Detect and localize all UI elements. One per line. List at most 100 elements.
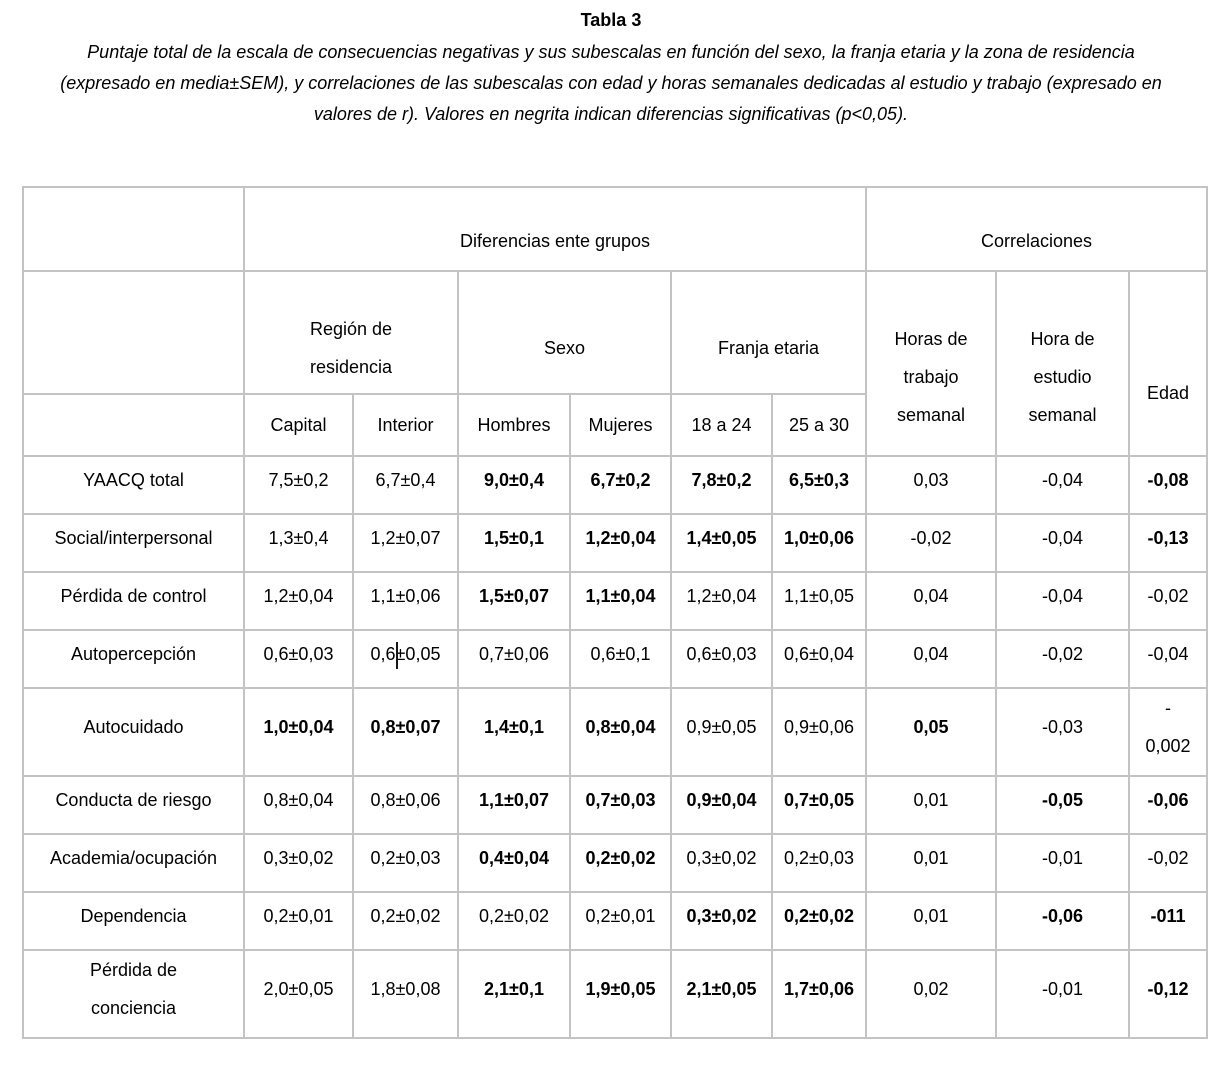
cell-dependencia-mujeres: 0,2±0,01 <box>569 891 672 951</box>
cell-social-interpersonal-interior: 1,2±0,07 <box>352 513 459 573</box>
table-body: YAACQ total 7,5±0,2 6,7±0,4 9,0±0,4 6,7±0,2 7… <box>22 455 1209 1039</box>
cell-social-interpersonal-capital: 1,3±0,4 <box>243 513 354 573</box>
table-row-perdida-de-conciencia: Pérdida de conciencia 2,0±0,05 1,8±0,08 2,1… <box>22 949 1209 1039</box>
cell-dependencia-horas-trabajo: 0,01 <box>865 891 998 951</box>
caption-line: (expresado en media±SEM), y correlacione… <box>60 73 1162 93</box>
cell-autocuidado-25-a-30: 0,9±0,06 <box>770 687 868 777</box>
cell-yaacq-total-interior: 6,7±0,4 <box>352 455 459 515</box>
cell-dependencia-25-a-30: 0,2±0,02 <box>770 891 868 951</box>
cell-conducta-de-riesgo-hombres: 1,1±0,07 <box>457 775 571 835</box>
cell-conducta-de-riesgo-18-a-24: 0,9±0,04 <box>670 775 773 835</box>
cell-perdida-de-control-mujeres: 1,1±0,04 <box>569 571 672 631</box>
header-subgroup-row: Región de residencia Sexo Franja etaria … <box>22 270 1209 457</box>
cell-conducta-de-riesgo-edad: -0,06 <box>1128 775 1209 835</box>
cell-academia-ocupacion-hombres: 0,4±0,04 <box>457 833 571 893</box>
cell-autopercepcion-hora-estudio: -0,02 <box>995 629 1131 689</box>
row-label-perdida-de-control: Pérdida de control <box>22 571 245 631</box>
cell-perdida-de-conciencia-capital: 2,0±0,05 <box>243 949 354 1039</box>
header-empty-cell <box>22 270 245 395</box>
table-title: Tabla 3 <box>580 10 642 30</box>
header-empty-cell <box>22 186 245 272</box>
cell-autocuidado-horas-trabajo: 0,05 <box>865 687 998 777</box>
cell-autopercepcion-interior: 0,6±0,05 <box>352 629 459 689</box>
header-correlaciones: Correlaciones <box>865 186 1209 272</box>
cell-dependencia-hora-estudio: -0,06 <box>995 891 1131 951</box>
cell-autocuidado-mujeres: 0,8±0,04 <box>569 687 672 777</box>
cell-conducta-de-riesgo-hora-estudio: -0,05 <box>995 775 1131 835</box>
cell-social-interpersonal-horas-trabajo: -0,02 <box>865 513 998 573</box>
table-row-dependencia: Dependencia 0,2±0,01 0,2±0,02 0,2±0,02 0,2±0… <box>22 891 1209 951</box>
cell-social-interpersonal-mujeres: 1,2±0,04 <box>569 513 672 573</box>
row-label-social-interpersonal: Social/interpersonal <box>22 513 245 573</box>
cell-yaacq-total-capital: 7,5±0,2 <box>243 455 354 515</box>
results-table: Diferencias ente grupos Correlaciones Re… <box>22 186 1209 1039</box>
cell-yaacq-total-hora-estudio: -0,04 <box>995 455 1131 515</box>
cell-yaacq-total-25-a-30: 6,5±0,3 <box>770 455 868 515</box>
header-group-row: Diferencias ente grupos Correlaciones <box>22 186 1209 272</box>
table-container: Diferencias ente grupos Correlaciones Re… <box>22 186 1222 1039</box>
header-diferencias: Diferencias ente grupos <box>242 186 868 272</box>
row-label-autopercepcion: Autopercepción <box>22 629 245 689</box>
header-edad: Edad <box>1128 270 1209 457</box>
table-header: Diferencias ente grupos Correlaciones Re… <box>22 186 1209 457</box>
cell-conducta-de-riesgo-capital: 0,8±0,04 <box>243 775 354 835</box>
cell-academia-ocupacion-mujeres: 0,2±0,02 <box>569 833 672 893</box>
cell-academia-ocupacion-edad: -0,02 <box>1128 833 1209 893</box>
row-label-autocuidado: Autocuidado <box>22 687 245 777</box>
table-row-perdida-de-control: Pérdida de control 1,2±0,04 1,1±0,06 1,5±0,… <box>22 571 1209 631</box>
cell-autopercepcion-hombres: 0,7±0,06 <box>457 629 571 689</box>
table-row-autopercepcion: Autopercepción 0,6±0,03 0,6±0,05 0,7±0,06 0,… <box>22 629 1209 689</box>
cell-perdida-de-conciencia-hora-estudio: -0,01 <box>995 949 1131 1039</box>
cell-perdida-de-control-25-a-30: 1,1±0,05 <box>770 571 868 631</box>
table-caption: Puntaje total de la escala de consecuenc… <box>0 37 1222 130</box>
header-region-residencia: Región de residencia <box>243 270 459 395</box>
cell-autopercepcion-18-a-24: 0,6±0,03 <box>670 629 773 689</box>
cell-social-interpersonal-hora-estudio: -0,04 <box>995 513 1131 573</box>
cell-perdida-de-control-18-a-24: 1,2±0,04 <box>670 571 773 631</box>
cell-dependencia-18-a-24: 0,3±0,02 <box>670 891 773 951</box>
table-row-academia-ocupacion: Academia/ocupación 0,3±0,02 0,2±0,03 0,4±0,… <box>22 833 1209 893</box>
cell-perdida-de-conciencia-25-a-30: 1,7±0,06 <box>770 949 868 1039</box>
cell-autocuidado-interior: 0,8±0,07 <box>352 687 459 777</box>
header-hombres: Hombres <box>457 393 571 457</box>
cell-autocuidado-18-a-24: 0,9±0,05 <box>670 687 773 777</box>
header-sexo: Sexo <box>457 270 672 395</box>
cell-perdida-de-control-hora-estudio: -0,04 <box>995 571 1131 631</box>
cell-autocuidado-hora-estudio: -0,03 <box>995 687 1131 777</box>
cell-autopercepcion-25-a-30: 0,6±0,04 <box>770 629 868 689</box>
cell-perdida-de-conciencia-edad: -0,12 <box>1128 949 1209 1039</box>
header-hora-estudio: Hora de estudio semanal <box>995 270 1131 457</box>
cell-autopercepcion-horas-trabajo: 0,04 <box>865 629 998 689</box>
text-cursor <box>395 642 398 670</box>
cell-dependencia-interior: 0,2±0,02 <box>352 891 459 951</box>
cell-social-interpersonal-25-a-30: 1,0±0,06 <box>770 513 868 573</box>
cell-academia-ocupacion-interior: 0,2±0,03 <box>352 833 459 893</box>
header-capital: Capital <box>243 393 354 457</box>
cell-conducta-de-riesgo-25-a-30: 0,7±0,05 <box>770 775 868 835</box>
cell-academia-ocupacion-capital: 0,3±0,02 <box>243 833 354 893</box>
table-row-autocuidado: Autocuidado 1,0±0,04 0,8±0,07 1,4±0,1 0,8±0,… <box>22 687 1209 777</box>
cell-social-interpersonal-edad: -0,13 <box>1128 513 1209 573</box>
cell-yaacq-total-18-a-24: 7,8±0,2 <box>670 455 773 515</box>
cell-yaacq-total-horas-trabajo: 0,03 <box>865 455 998 515</box>
cell-dependencia-hombres: 0,2±0,02 <box>457 891 571 951</box>
row-label-academia-ocupacion: Academia/ocupación <box>22 833 245 893</box>
row-label-dependencia: Dependencia <box>22 891 245 951</box>
cell-perdida-de-control-hombres: 1,5±0,07 <box>457 571 571 631</box>
cell-autocuidado-hombres: 1,4±0,1 <box>457 687 571 777</box>
row-label-conducta-de-riesgo: Conducta de riesgo <box>22 775 245 835</box>
cell-dependencia-capital: 0,2±0,01 <box>243 891 354 951</box>
header-horas-trabajo: Horas de trabajo semanal <box>865 270 998 457</box>
header-empty-cell <box>22 393 245 457</box>
cell-conducta-de-riesgo-horas-trabajo: 0,01 <box>865 775 998 835</box>
caption-line: valores de r). Valores en negrita indica… <box>313 104 909 124</box>
table-row-yaacq-total: YAACQ total 7,5±0,2 6,7±0,4 9,0±0,4 6,7±0,2 7… <box>22 455 1209 515</box>
cell-autocuidado-capital: 1,0±0,04 <box>243 687 354 777</box>
header-interior: Interior <box>352 393 459 457</box>
cell-social-interpersonal-18-a-24: 1,4±0,05 <box>670 513 773 573</box>
row-label-yaacq-total: YAACQ total <box>22 455 245 515</box>
cell-yaacq-total-edad: -0,08 <box>1128 455 1209 515</box>
cell-perdida-de-conciencia-interior: 1,8±0,08 <box>352 949 459 1039</box>
table-row-social-interpersonal: Social/interpersonal 1,3±0,4 1,2±0,07 1,5±0… <box>22 513 1209 573</box>
cell-conducta-de-riesgo-mujeres: 0,7±0,03 <box>569 775 672 835</box>
